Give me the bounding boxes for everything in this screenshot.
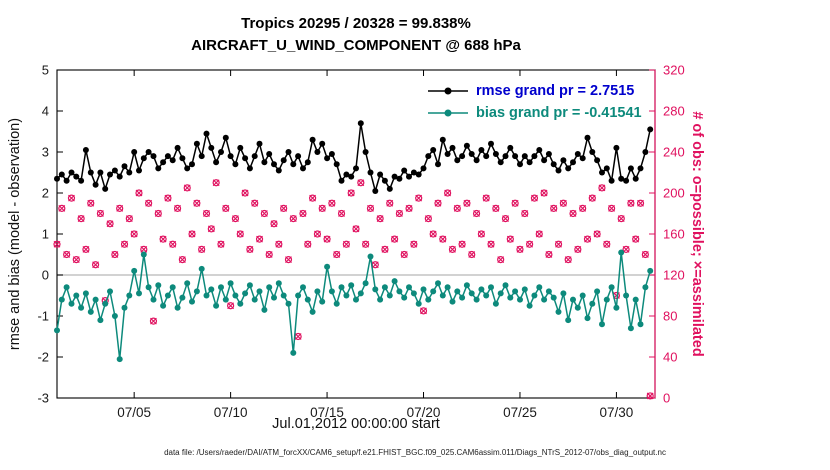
svg-text:320: 320 <box>663 63 685 78</box>
svg-text:3: 3 <box>42 145 49 160</box>
svg-text:0: 0 <box>42 268 49 283</box>
svg-text:200: 200 <box>663 186 685 201</box>
legend-entry-rmse: rmse grand pr = 2.7515 <box>428 80 642 102</box>
svg-text:40: 40 <box>663 350 677 365</box>
left-axis-label: rmse and bias (model - observation) <box>7 117 23 351</box>
title-line2: AIRCRAFT_U_WIND_COMPONENT @ 688 hPa <box>191 37 521 54</box>
title-line1: Tropics 20295 / 20328 = 99.838% <box>241 15 471 32</box>
svg-text:07/15: 07/15 <box>310 405 344 420</box>
legend-entry-bias: bias grand pr = -0.41541 <box>428 102 642 124</box>
svg-text:07/20: 07/20 <box>407 405 441 420</box>
svg-text:1: 1 <box>42 227 49 242</box>
svg-text:07/05: 07/05 <box>117 405 151 420</box>
right-axis-label: # of obs: o=possible; ×=assimilated <box>689 111 705 357</box>
x-axis-label: Jul.01,2012 00:00:00 start <box>272 416 440 432</box>
svg-text:0: 0 <box>663 391 670 406</box>
svg-text:2: 2 <box>42 186 49 201</box>
legend-label-bias: bias grand pr = -0.41541 <box>476 105 642 121</box>
svg-text:5: 5 <box>42 63 49 78</box>
svg-text:-1: -1 <box>37 309 49 324</box>
legend: rmse grand pr = 2.7515 bias grand pr = -… <box>428 80 642 124</box>
svg-text:120: 120 <box>663 268 685 283</box>
svg-text:240: 240 <box>663 145 685 160</box>
chart-title: Tropics 20295 / 20328 = 99.838% AIRCRAFT… <box>57 13 655 57</box>
svg-text:-3: -3 <box>37 391 49 406</box>
svg-text:4: 4 <box>42 104 49 119</box>
bias-line-sample-icon <box>428 109 468 117</box>
svg-text:80: 80 <box>663 309 677 324</box>
svg-text:280: 280 <box>663 104 685 119</box>
svg-text:07/30: 07/30 <box>600 405 634 420</box>
svg-text:-2: -2 <box>37 350 49 365</box>
legend-label-rmse: rmse grand pr = 2.7515 <box>476 83 635 99</box>
svg-text:160: 160 <box>663 227 685 242</box>
rmse-line-sample-icon <box>428 87 468 95</box>
svg-text:07/10: 07/10 <box>214 405 248 420</box>
svg-text:07/25: 07/25 <box>503 405 537 420</box>
datafile-caption: data file: /Users/raeder/DAI/ATM_forcXX/… <box>164 448 666 457</box>
